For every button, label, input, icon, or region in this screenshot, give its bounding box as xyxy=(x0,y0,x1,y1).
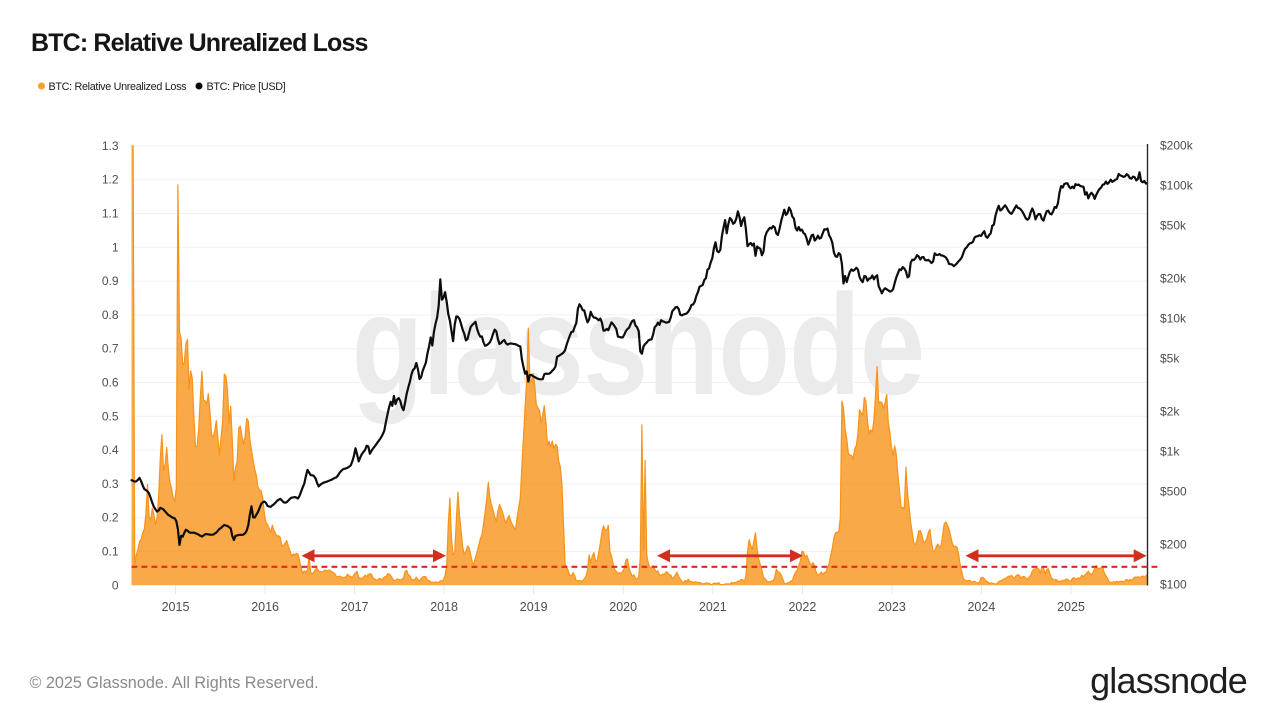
svg-text:$100k: $100k xyxy=(1160,179,1194,193)
svg-text:0.5: 0.5 xyxy=(102,409,119,423)
svg-text:2015: 2015 xyxy=(162,600,190,614)
svg-text:$200: $200 xyxy=(1160,538,1187,552)
svg-text:2025: 2025 xyxy=(1057,600,1085,614)
svg-text:2022: 2022 xyxy=(788,600,816,614)
svg-text:$2k: $2k xyxy=(1160,405,1180,419)
svg-text:1.3: 1.3 xyxy=(102,139,119,153)
svg-text:$20k: $20k xyxy=(1160,272,1187,286)
svg-text:2017: 2017 xyxy=(341,600,369,614)
svg-text:2018: 2018 xyxy=(430,600,458,614)
svg-text:2020: 2020 xyxy=(609,600,637,614)
svg-text:2016: 2016 xyxy=(251,600,279,614)
svg-text:2021: 2021 xyxy=(699,600,727,614)
svg-text:0.7: 0.7 xyxy=(102,342,119,356)
svg-text:BTC: Relative Unrealized Loss: BTC: Relative Unrealized Loss xyxy=(49,81,188,93)
svg-text:$100: $100 xyxy=(1160,578,1187,592)
svg-text:0: 0 xyxy=(112,578,119,592)
svg-text:$200k: $200k xyxy=(1160,139,1194,153)
svg-text:0.6: 0.6 xyxy=(102,376,119,390)
svg-text:$50k: $50k xyxy=(1160,219,1187,233)
svg-text:© 2025 Glassnode. All Rights R: © 2025 Glassnode. All Rights Reserved. xyxy=(30,674,319,692)
svg-text:0.2: 0.2 xyxy=(102,511,119,525)
svg-text:glassnode: glassnode xyxy=(352,265,925,425)
svg-text:1.1: 1.1 xyxy=(102,207,119,221)
svg-text:$1k: $1k xyxy=(1160,445,1180,459)
svg-text:BTC: Price [USD]: BTC: Price [USD] xyxy=(207,81,286,93)
svg-text:$10k: $10k xyxy=(1160,312,1187,326)
svg-text:1: 1 xyxy=(112,240,119,254)
svg-text:0.9: 0.9 xyxy=(102,274,119,288)
svg-text:0.1: 0.1 xyxy=(102,545,119,559)
svg-text:0.3: 0.3 xyxy=(102,477,119,491)
svg-text:glassnode: glassnode xyxy=(1090,660,1247,701)
svg-text:0.4: 0.4 xyxy=(102,443,119,457)
svg-text:0.8: 0.8 xyxy=(102,308,119,322)
svg-text:2023: 2023 xyxy=(878,600,906,614)
svg-text:1.2: 1.2 xyxy=(102,173,119,187)
svg-text:$5k: $5k xyxy=(1160,352,1180,366)
svg-text:BTC: Relative Unrealized Loss: BTC: Relative Unrealized Loss xyxy=(31,29,368,57)
svg-text:2024: 2024 xyxy=(967,600,995,614)
svg-text:$500: $500 xyxy=(1160,485,1187,499)
svg-text:2019: 2019 xyxy=(520,600,548,614)
